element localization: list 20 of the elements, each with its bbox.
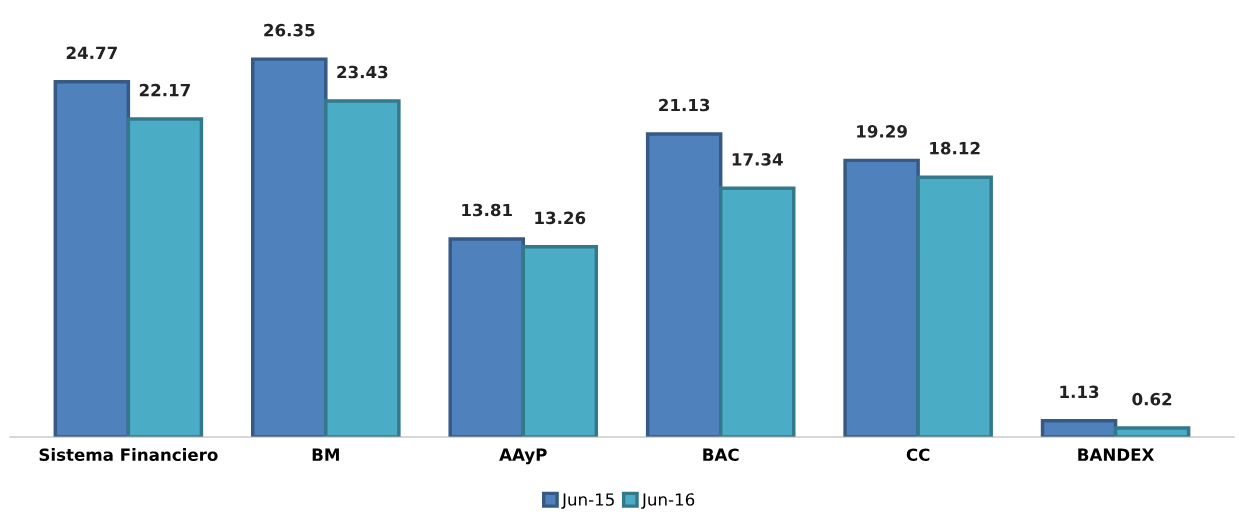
- x-tick-label: AAyP: [499, 448, 547, 465]
- data-label: 13.26: [535, 211, 586, 225]
- x-tick-label: Sistema Financiero: [39, 448, 218, 462]
- data-label: 13.81: [462, 203, 512, 217]
- x-tick-label: CC: [906, 448, 930, 462]
- x-tick-label: BM: [312, 448, 339, 461]
- data-label: 26.35: [264, 23, 315, 37]
- data-label: 19.29: [857, 125, 907, 138]
- data-label: 21.13: [659, 98, 710, 112]
- x-tick-label: BANDEX: [1078, 448, 1155, 461]
- x-tick-label: BAC: [703, 448, 739, 462]
- data-label: 18.12: [930, 141, 980, 155]
- data-label: 24.77: [66, 46, 117, 59]
- legend-label: Jun-15: [561, 493, 614, 509]
- data-label: 1.13: [1060, 385, 1099, 399]
- data-label: 17.34: [732, 153, 783, 166]
- legend-label: Jun-16: [641, 493, 695, 509]
- data-label: 23.43: [337, 65, 388, 79]
- data-label: 22.17: [139, 83, 190, 97]
- data-label: 0.62: [1132, 392, 1172, 406]
